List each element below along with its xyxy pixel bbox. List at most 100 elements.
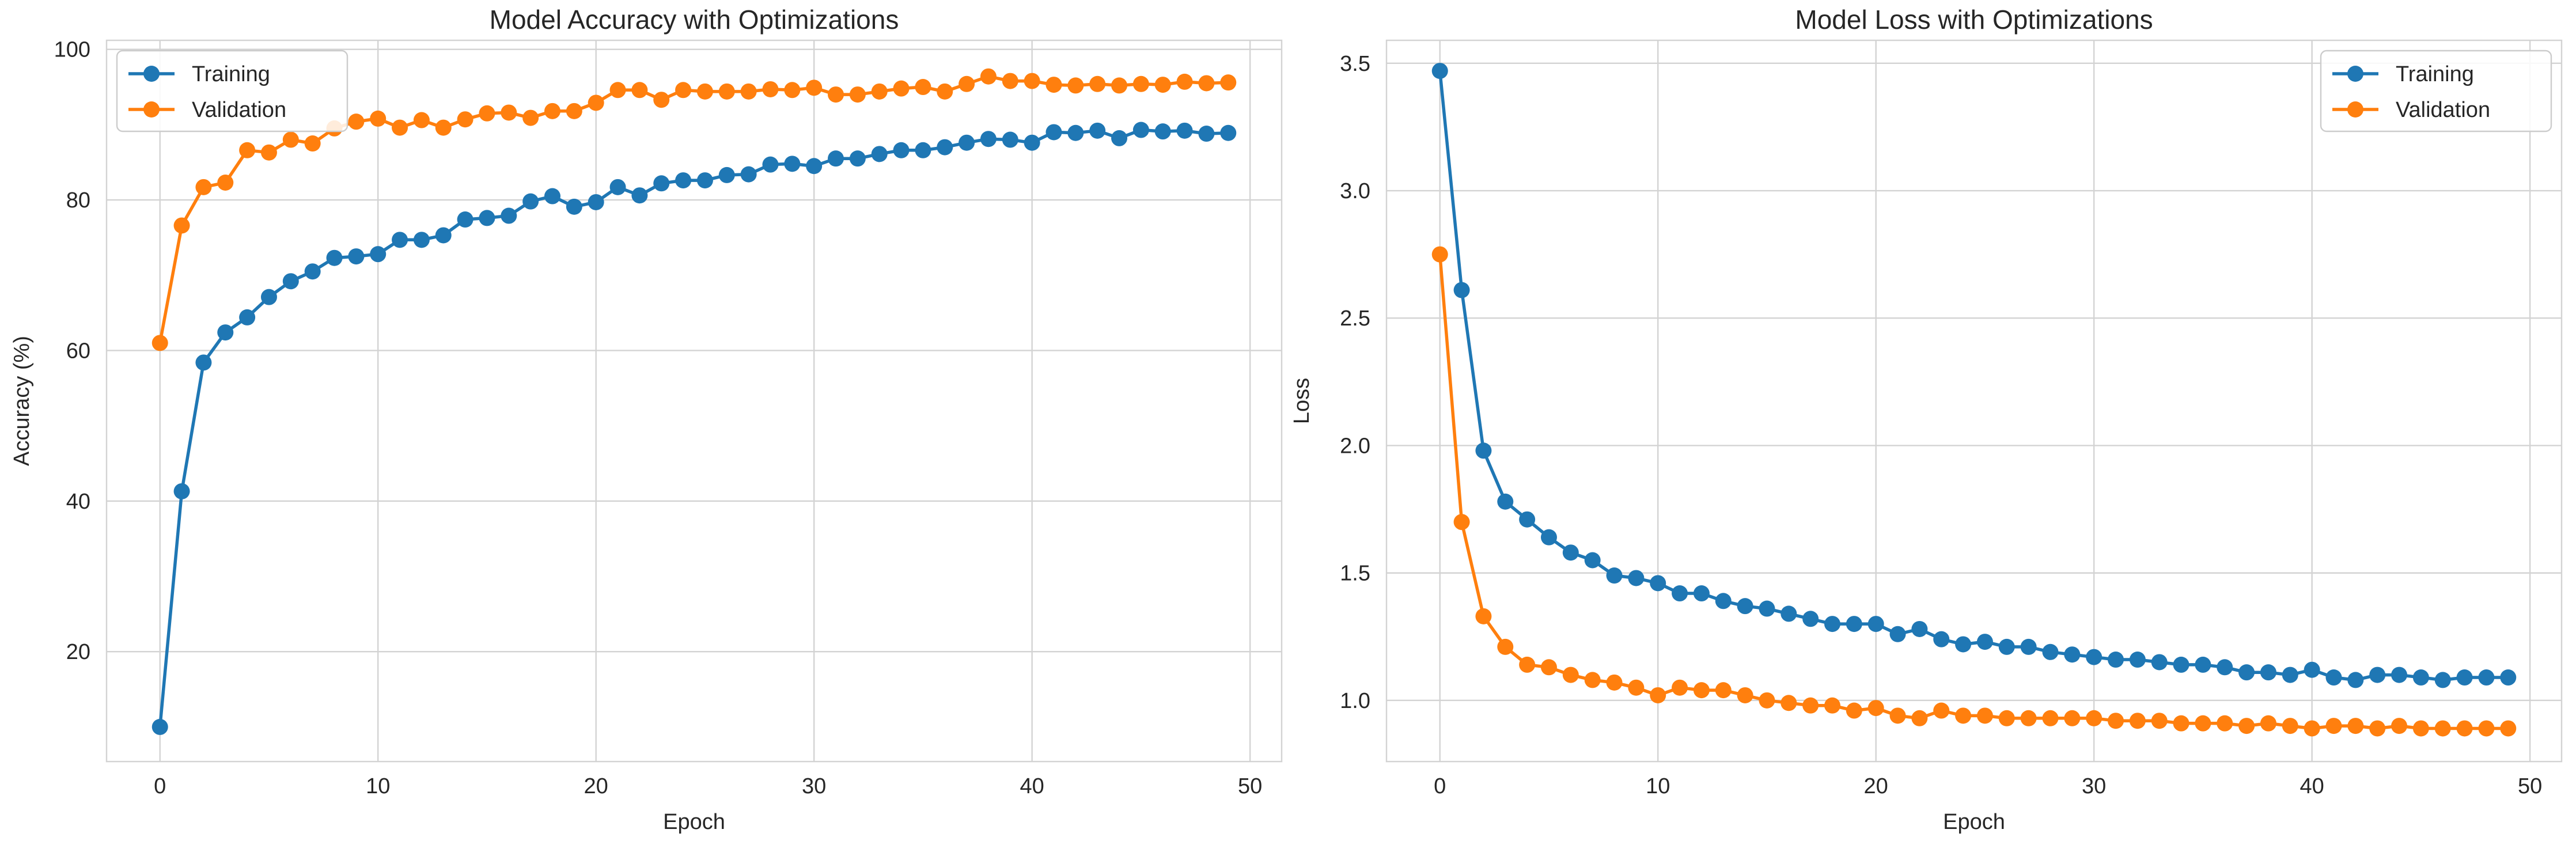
loss-training-point [1562,544,1579,561]
accuracy-validation-point [806,79,823,96]
loss-panel: 0 10 20 30 40 50 1.0 1.5 2.0 2.5 3.0 3.5 Model Loss … [1290,5,2563,834]
accuracy-y-tick-label: 80 [66,188,90,213]
loss-training-point [1540,529,1557,546]
accuracy-training-point [1220,124,1237,141]
accuracy-training-point [915,142,931,158]
accuracy-validation-point [631,82,648,99]
loss-x-tick-label: 50 [2518,774,2542,798]
loss-validation-point [1628,679,1645,696]
accuracy-validation-point [1132,75,1149,92]
loss-validation-point [1606,674,1623,691]
accuracy-validation-point [151,335,168,351]
accuracy-validation-point [1002,73,1018,89]
loss-validation-point [1955,707,1972,724]
accuracy-validation-point [588,94,604,111]
loss-training-point [1802,611,1819,627]
accuracy-chart-title: Model Accuracy with Optimizations [490,5,899,35]
accuracy-validation-point [1111,77,1128,94]
loss-validation-line [1438,254,2509,730]
loss-legend: Training Validation [2320,50,2552,132]
loss-validation-point [2195,715,2211,732]
accuracy-training-point [522,193,539,210]
loss-training-point [1628,570,1645,586]
loss-legend-box [2320,50,2552,132]
accuracy-legend-box [116,50,348,132]
accuracy-validation-point [915,79,931,96]
accuracy-y-tick-label: 60 [66,339,90,363]
loss-training-point [1889,626,1906,642]
loss-validation-point [1562,667,1579,683]
accuracy-x-tick-label: 20 [584,774,608,798]
accuracy-plot-frame [105,39,1283,763]
accuracy-training-point [1154,123,1171,140]
accuracy-training-point [173,483,190,499]
loss-training-point [2217,659,2233,676]
accuracy-training-point [260,289,277,305]
loss-x-tick-label: 10 [1646,774,1670,798]
accuracy-validation-point [217,175,234,191]
loss-validation-point [2042,710,2059,726]
loss-y-tick-label: 1.0 [1340,689,1370,713]
loss-validation-point [2282,718,2298,734]
loss-validation-point [1824,697,1840,714]
accuracy-validation-point [609,82,626,99]
loss-training-point [2500,669,2517,686]
loss-validation-point [1672,679,1688,696]
accuracy-validation-point [937,83,953,100]
loss-validation-point [1802,697,1819,714]
accuracy-training-point [282,273,299,290]
loss-legend-label-training: Training [2396,62,2474,86]
loss-validation-point [1584,672,1601,688]
accuracy-training-point [806,158,823,175]
loss-training-point [1824,616,1840,633]
accuracy-training-point [828,150,844,167]
accuracy-validation-point [849,86,866,103]
accuracy-training-point [501,207,517,224]
accuracy-training-point [479,210,495,226]
accuracy-validation-point [348,113,365,130]
accuracy-x-tick-label: 50 [1238,774,1262,798]
accuracy-validation-point [566,103,582,119]
accuracy-validation-point [392,119,408,136]
accuracy-training-point [893,142,910,158]
loss-validation-point [1693,682,1710,699]
accuracy-validation-point [893,80,910,97]
loss-validation-point [2086,710,2103,726]
accuracy-x-tick-label: 30 [802,774,826,798]
loss-chart-title: Model Loss with Optimizations [1795,5,2153,35]
accuracy-legend-marker-training [143,66,160,82]
loss-training-point [1737,598,1753,615]
loss-validation-point [1431,246,1448,263]
loss-training-point [2151,654,2168,671]
accuracy-validation-point [370,110,387,127]
accuracy-training-point [348,248,365,265]
accuracy-validation-point [173,217,190,234]
loss-training-point [2391,667,2408,683]
accuracy-validation-point [1045,77,1062,93]
accuracy-training-point [959,134,975,151]
loss-validation-point [2391,718,2408,734]
accuracy-panel: 0 10 20 30 40 50 20 40 60 80 100 Model Accuracy wit… [10,5,1283,834]
loss-x-axis-label: Epoch [1943,810,2005,834]
accuracy-training-point [457,211,473,228]
loss-validation-point [1889,707,1906,724]
loss-training-point [2108,652,2124,668]
loss-training-point [1715,593,1732,609]
accuracy-training-point [1089,122,1106,139]
accuracy-training-point [1045,124,1062,141]
loss-y-tick-label: 3.0 [1340,179,1370,203]
loss-training-point [2325,669,2342,686]
accuracy-validation-point [413,112,430,128]
accuracy-validation-point [959,75,975,92]
accuracy-validation-point [828,86,844,103]
loss-validation-point [2369,720,2386,737]
accuracy-training-point [784,156,801,172]
loss-training-point [1606,567,1623,584]
accuracy-training-point [696,172,713,189]
accuracy-validation-point [675,82,692,99]
accuracy-training-point [1198,126,1215,142]
accuracy-training-point [675,172,692,189]
accuracy-training-point [195,354,212,371]
loss-training-point [1781,605,1797,622]
loss-grid [1387,40,2562,762]
